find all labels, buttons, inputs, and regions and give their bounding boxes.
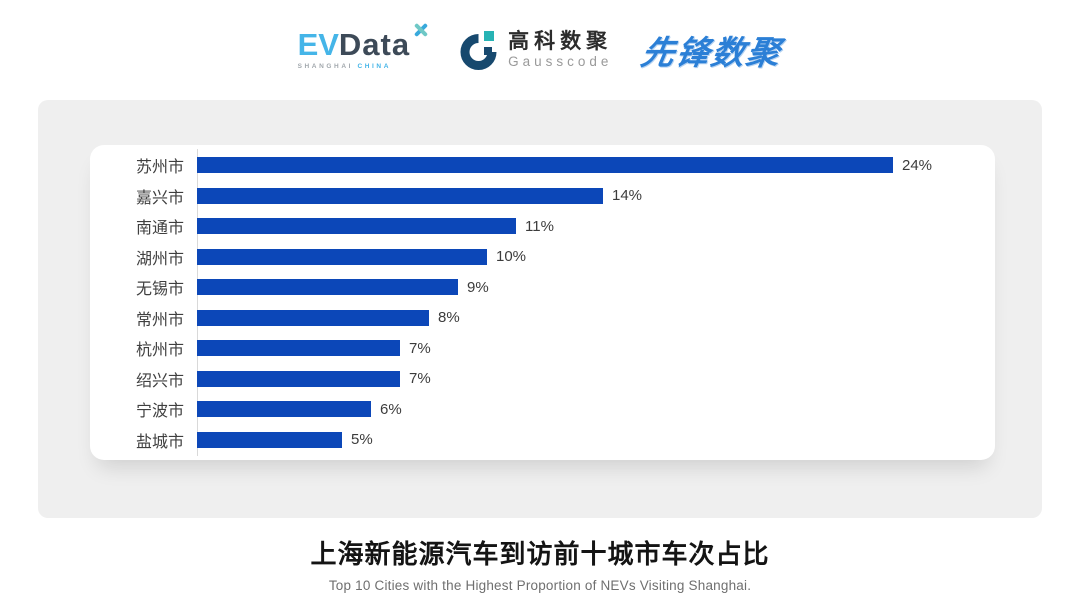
evdata-logo: EV Data SHANGHAI CHINA <box>297 23 430 71</box>
value-label: 14% <box>612 187 643 205</box>
value-label: 9% <box>467 278 489 296</box>
category-label: 嘉兴市 <box>135 189 184 207</box>
chart-subtitle: Top 10 Cities with the Highest Proportio… <box>328 578 752 593</box>
bar-row: 宁波市 6% <box>90 400 995 421</box>
y-axis-line <box>197 149 198 456</box>
evdata-pinwheel-icon <box>411 21 429 39</box>
evdata-sub-china: CHINA <box>357 63 392 71</box>
bar-rows: 苏州市 24% 嘉兴市 14% 南通市 11% 湖州市 10% 无锡市 9% 常州市 8% 杭州市 7% 绍… <box>90 145 995 460</box>
bar <box>197 309 429 326</box>
category-label: 南通市 <box>135 220 184 238</box>
value-label: 8% <box>438 309 460 327</box>
value-label: 11% <box>525 217 554 235</box>
bar <box>197 340 400 357</box>
category-label: 绍兴市 <box>135 372 184 390</box>
gausscode-logo-cn: 高科数聚 <box>508 30 613 54</box>
bar <box>197 370 400 387</box>
evdata-sub-shanghai: SHANGHAI <box>297 63 354 71</box>
category-label: 湖州市 <box>135 250 184 268</box>
evdata-logo-ev: EV <box>297 27 339 63</box>
bar <box>197 279 458 296</box>
bar-row: 湖州市 10% <box>90 248 995 268</box>
bar-row: 杭州市 7% <box>90 339 995 360</box>
value-label: 7% <box>409 339 431 357</box>
value-label: 24% <box>902 156 933 174</box>
bar <box>197 431 342 448</box>
category-label: 宁波市 <box>135 403 184 421</box>
bar-row: 嘉兴市 14% <box>90 187 995 207</box>
bar-row: 无锡市 9% <box>90 278 995 299</box>
category-label: 苏州市 <box>135 159 184 177</box>
bar <box>197 218 516 235</box>
evdata-logo-subtext: SHANGHAI CHINA <box>298 64 430 71</box>
category-label: 常州市 <box>135 311 184 329</box>
logo-bar: EV Data SHANGHAI CHINA 高科数聚 Gausscode 先锋数… <box>0 0 1080 100</box>
bar-row: 南通市 11% <box>90 217 995 238</box>
value-label: 5% <box>351 431 373 449</box>
bar-row: 常州市 8% <box>90 309 995 329</box>
bar <box>197 248 487 265</box>
gausscode-logo: 高科数聚 Gausscode <box>459 30 612 70</box>
xianfeng-shuju-logo: 先锋数聚 <box>638 34 786 71</box>
chart-panel: 苏州市 24% 嘉兴市 14% 南通市 11% 湖州市 10% 无锡市 9% 常州市 8% 杭州市 7% 绍… <box>38 100 1042 518</box>
value-label: 6% <box>380 400 402 418</box>
category-label: 无锡市 <box>135 281 184 299</box>
bar-row: 苏州市 24% <box>90 156 995 177</box>
bar-row: 盐城市 5% <box>90 431 995 451</box>
value-label: 10% <box>496 248 527 266</box>
category-label: 杭州市 <box>135 342 184 360</box>
bar-row: 绍兴市 7% <box>90 370 995 390</box>
gausscode-logo-en: Gausscode <box>508 54 613 70</box>
bar <box>197 157 893 174</box>
caption: 上海新能源汽车到访前十城市车次占比 Top 10 Cities with the… <box>0 534 1080 593</box>
chart-card: 苏州市 24% 嘉兴市 14% 南通市 11% 湖州市 10% 无锡市 9% 常州市 8% 杭州市 7% 绍… <box>90 145 995 460</box>
bar <box>197 187 603 204</box>
bar-chart: 苏州市 24% 嘉兴市 14% 南通市 11% 湖州市 10% 无锡市 9% 常州市 8% 杭州市 7% 绍… <box>90 145 995 460</box>
evdata-logo-data: Data <box>338 27 411 63</box>
value-label: 7% <box>409 370 431 388</box>
bar <box>197 401 371 418</box>
category-label: 盐城市 <box>135 433 184 451</box>
chart-title: 上海新能源汽车到访前十城市车次占比 <box>310 539 770 569</box>
gausscode-g-icon <box>460 31 497 70</box>
